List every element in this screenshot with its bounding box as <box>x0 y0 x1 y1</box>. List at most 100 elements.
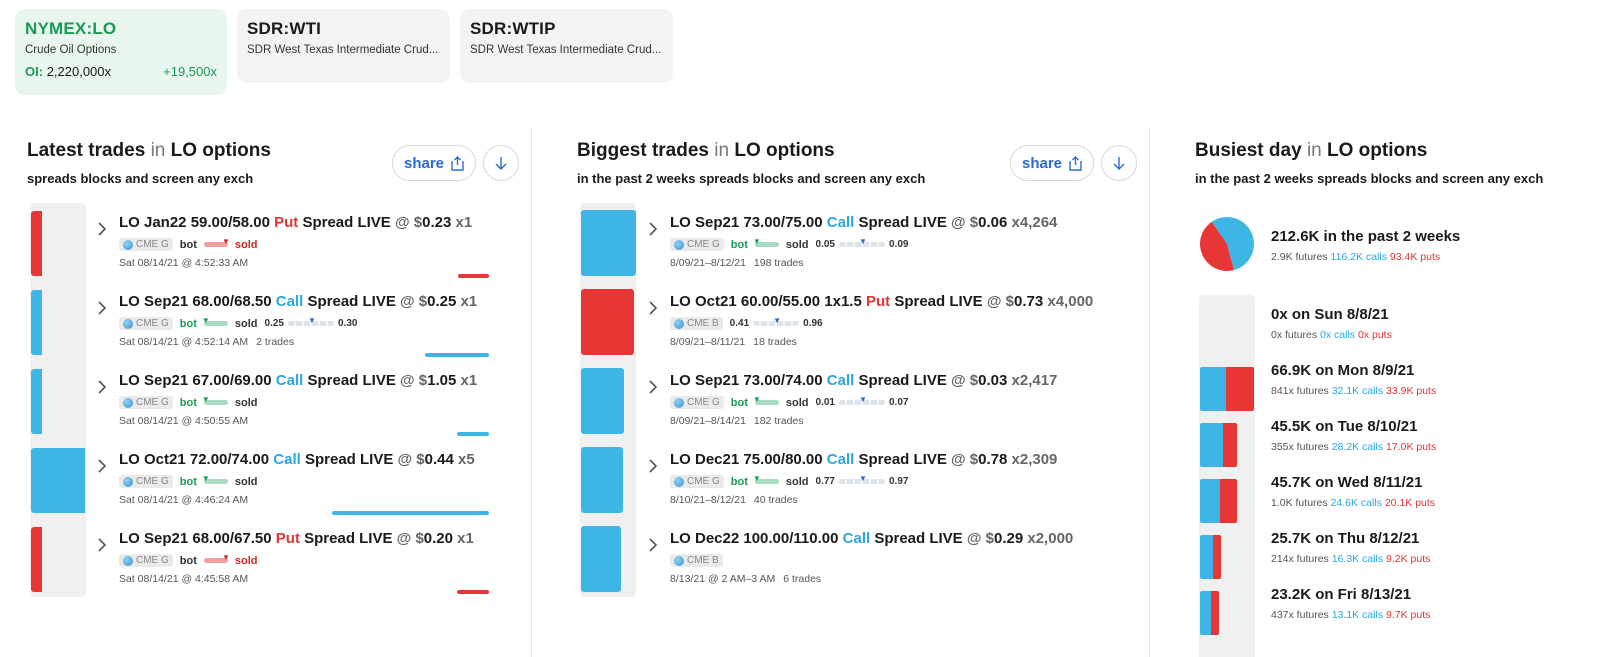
arrow-down-icon <box>495 157 507 170</box>
download-button[interactable] <box>483 145 520 181</box>
day-title: 45.7K on Wed 8/11/21 <box>1271 474 1423 491</box>
trade-title: LO Sep21 67.00/69.00 Call Spread LIVE @ … <box>119 372 477 389</box>
tile-nymex-lo[interactable]: NYMEX:LO Crude Oil Options OI: 2,220,000… <box>15 9 227 95</box>
trade-price: 0.29 <box>994 530 1024 547</box>
day-row[interactable]: 45.7K on Wed 8/11/21 1.0K futures 24.6K … <box>1271 474 1435 530</box>
price-range: 0.25 ▼ 0.30 <box>264 316 358 330</box>
bot-sold-meter: ▼ <box>202 396 228 405</box>
day-row[interactable]: 25.7K on Thu 8/12/21 214x futures 16.3K … <box>1271 530 1430 586</box>
trade-type: Call <box>275 372 304 389</box>
share-button[interactable]: share <box>392 145 477 181</box>
trade-price: 0.20 <box>423 530 453 547</box>
trade-row[interactable]: LO Sep21 68.00/68.50 Call Spread LIVE @ … <box>95 293 535 372</box>
day-row[interactable]: 0x on Sun 8/8/21 0x futures 0x calls 0x … <box>1271 306 1392 362</box>
trade-row[interactable]: LO Sep21 73.00/75.00 Call Spread LIVE @ … <box>646 214 1086 293</box>
chevron-right-icon <box>98 222 107 236</box>
trade-size-bar <box>31 527 42 592</box>
tile-sdr-wtip[interactable]: SDR:WTIP SDR West Texas Intermediate Cru… <box>460 9 673 83</box>
exchange-badge: CME G <box>670 396 724 409</box>
trade-details: CME B 0.41 ▼ 0.96 <box>670 317 823 330</box>
globe-icon <box>674 239 684 250</box>
day-title: 45.5K on Tue 8/10/21 <box>1271 418 1418 435</box>
tile-sdr-wti[interactable]: SDR:WTI SDR West Texas Intermediate Crud… <box>237 9 450 83</box>
trade-time-line: 8/09/21–8/14/21 182 trades <box>670 415 804 427</box>
trade-price: 0.78 <box>978 451 1008 468</box>
trade-title: LO Jan22 59.00/58.00 Put Spread LIVE @ $… <box>119 214 472 231</box>
price-range-bar: ▼ <box>287 317 334 326</box>
bot-label: bot <box>730 238 748 251</box>
sold-label: sold <box>234 317 258 330</box>
trade-contract: LO Sep21 68.00/67.50 <box>119 530 272 547</box>
sold-label: sold <box>234 554 258 567</box>
divider <box>1149 128 1150 657</box>
trade-contract: LO Dec21 75.00/80.00 <box>670 451 823 468</box>
download-button[interactable] <box>1101 145 1138 181</box>
bot-label: bot <box>730 475 748 488</box>
day-row[interactable]: 45.5K on Tue 8/10/21 355x futures 28.2K … <box>1271 418 1436 474</box>
trade-qty: x5 <box>458 451 475 468</box>
trade-time: Sat 08/14/21 @ 4:45:58 AM <box>119 573 249 585</box>
trade-size-bar <box>581 289 634 355</box>
trade-contract: LO Sep21 73.00/75.00 <box>670 214 823 231</box>
trade-size-bar <box>31 448 85 513</box>
bot-label: bot <box>179 554 197 567</box>
trade-type: Call <box>273 451 301 468</box>
trade-count: 18 trades <box>753 336 797 348</box>
trade-row[interactable]: LO Sep21 73.00/74.00 Call Spread LIVE @ … <box>646 372 1086 451</box>
trade-row[interactable]: LO Oct21 72.00/74.00 Call Spread LIVE @ … <box>95 451 535 530</box>
puts-bar <box>1226 367 1255 411</box>
trade-row[interactable]: LO Sep21 67.00/69.00 Call Spread LIVE @ … <box>95 372 535 451</box>
oi-change: +19,500x <box>163 64 217 79</box>
price-range-bar: ▼ <box>753 317 800 326</box>
trade-size-bar <box>31 290 42 355</box>
biggest-trades-panel: Biggest trades in LO options in the past… <box>577 128 1139 186</box>
trade-title: LO Sep21 68.00/68.50 Call Spread LIVE @ … <box>119 293 477 310</box>
day-breakdown: 1.0K futures 24.6K calls 20.1K puts <box>1271 497 1436 509</box>
puts-bar <box>1213 535 1221 579</box>
trade-time: Sat 08/14/21 @ 4:52:14 AM <box>119 336 249 348</box>
trade-type: Call <box>826 214 855 231</box>
trade-details: CME G bot ▼ sold <box>119 238 258 251</box>
day-title: 0x on Sun 8/8/21 <box>1271 306 1389 323</box>
exchange-badge: CME B <box>670 317 723 330</box>
tile-description: SDR West Texas Intermediate Crud... <box>247 44 439 56</box>
trade-count: 40 trades <box>753 494 798 506</box>
trade-time-line: 8/10/21–8/12/21 40 trades <box>670 494 798 506</box>
share-icon <box>1069 155 1082 171</box>
trade-price: 0.73 <box>1014 293 1044 310</box>
trade-time: Sat 08/14/21 @ 4:50:55 AM <box>119 415 249 427</box>
puts-bar <box>1223 423 1238 467</box>
day-breakdown: 841x futures 32.1K calls 33.9K puts <box>1271 385 1437 397</box>
oi-label: OI: <box>25 64 44 79</box>
open-interest: OI: 2,220,000x +19,500x <box>25 64 217 79</box>
share-button[interactable]: share <box>1010 145 1095 181</box>
day-title: 25.7K on Thu 8/12/21 <box>1271 530 1420 547</box>
bot-sold-meter: ▼ <box>203 554 230 563</box>
trade-time: 8/09/21–8/11/21 <box>670 336 746 348</box>
globe-icon <box>123 318 133 329</box>
volume-bar <box>332 511 489 515</box>
trade-row[interactable]: LO Dec22 100.00/110.00 Call Spread LIVE … <box>646 530 1086 609</box>
trade-at: @ $ <box>396 530 424 547</box>
trade-at: @ $ <box>951 372 979 389</box>
exchange-badge: CME G <box>119 396 173 409</box>
trade-row[interactable]: LO Jan22 59.00/58.00 Put Spread LIVE @ $… <box>95 214 535 293</box>
volume-bar <box>458 274 489 278</box>
exchange-badge: CME G <box>119 475 173 488</box>
panel-subtitle: spreads blocks and screen any exch <box>27 171 254 186</box>
day-row[interactable]: 23.2K on Fri 8/13/21 437x futures 13.1K … <box>1271 586 1430 642</box>
trade-status: Spread LIVE <box>858 451 947 468</box>
trade-row[interactable]: LO Oct21 60.00/55.00 1x1.5 Put Spread LI… <box>646 293 1093 372</box>
bot-label: bot <box>179 317 197 330</box>
globe-icon <box>123 397 133 408</box>
globe-icon <box>674 555 684 566</box>
arrow-down-icon <box>1113 157 1125 170</box>
trade-row[interactable]: LO Dec21 75.00/80.00 Call Spread LIVE @ … <box>646 451 1086 530</box>
trade-details: CME G bot ▼ sold <box>119 396 258 409</box>
trade-at: @ $ <box>400 293 428 310</box>
trade-time-line: Sat 08/14/21 @ 4:46:24 AM <box>119 494 248 506</box>
calls-bar <box>1200 535 1214 579</box>
tile-description: SDR West Texas Intermediate Crud... <box>470 44 662 56</box>
trade-row[interactable]: LO Sep21 68.00/67.50 Put Spread LIVE @ $… <box>95 530 535 609</box>
day-row[interactable]: 66.9K on Mon 8/9/21 841x futures 32.1K c… <box>1271 362 1436 418</box>
